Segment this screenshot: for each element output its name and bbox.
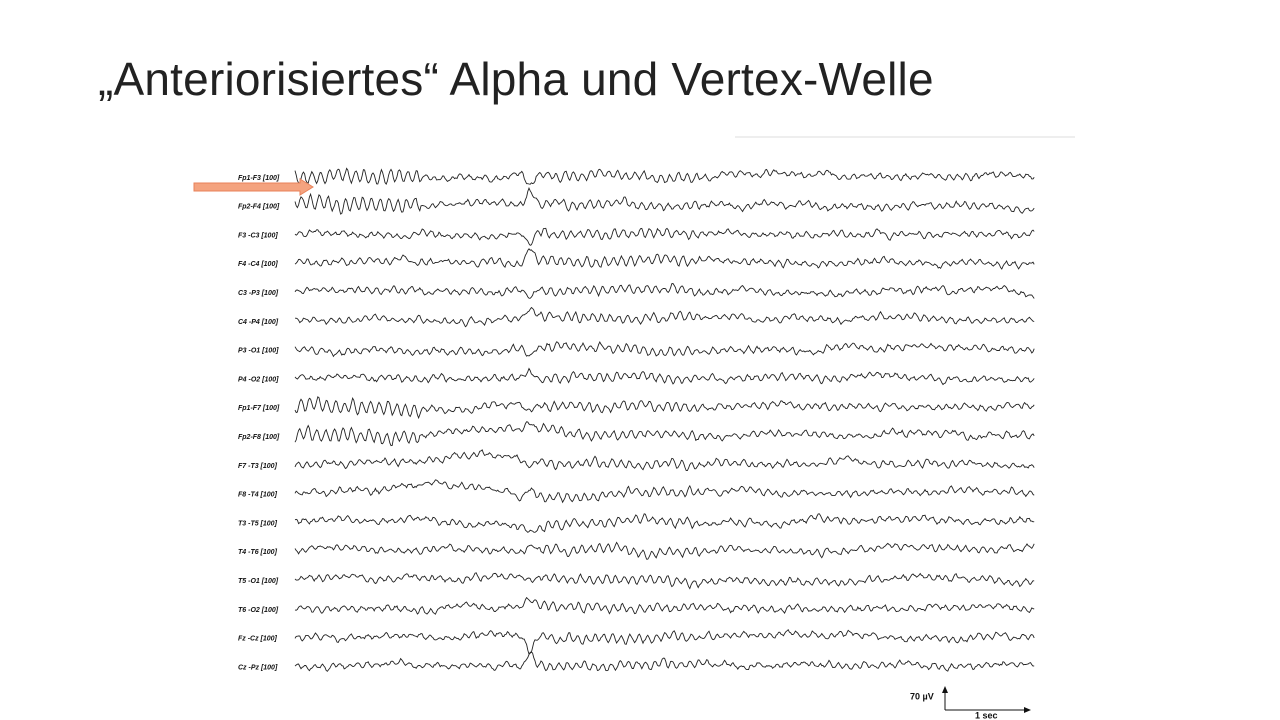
eeg-trace	[294, 187, 1035, 215]
channel-label: C4 -P4 [100]	[238, 319, 279, 326]
eeg-trace	[294, 572, 1035, 590]
channel-label: P4 -O2 [100]	[238, 376, 279, 383]
scale-amplitude: 70 µV	[910, 691, 934, 701]
eeg-trace	[294, 541, 1035, 560]
eeg-trace	[294, 248, 1035, 270]
channel-labels: Fp1-F3 [100] Fp2-F4 [100] F3 -C3 [100] F4 -…	[238, 175, 280, 672]
channel-label: Fp1-F3 [100]	[238, 175, 280, 182]
channel-label: F3 -C3 [100]	[238, 232, 278, 239]
channel-label: T6 -O2 [100]	[238, 607, 279, 614]
eeg-trace	[294, 227, 1035, 246]
channel-label: F4 -C4 [100]	[238, 261, 278, 268]
scale-arrowhead	[1024, 707, 1031, 713]
channel-label: Fp2-F8 [100]	[238, 434, 280, 441]
channel-label: C3 -P3 [100]	[238, 290, 279, 297]
scale-time: 1 sec	[975, 710, 998, 720]
channel-label: T3 -T5 [100]	[238, 520, 278, 527]
eeg-trace	[295, 306, 1035, 328]
channel-label: F7 -T3 [100]	[238, 463, 278, 470]
eeg-trace	[294, 596, 1035, 615]
eeg-trace	[294, 283, 1035, 299]
eeg-trace	[294, 651, 1035, 672]
scale-arrowhead	[942, 686, 948, 693]
channel-label: Fp2-F4 [100]	[238, 204, 280, 211]
arrow	[193, 178, 314, 196]
channel-label: Fz -Cz [100]	[238, 636, 278, 643]
channel-label: T5 -O1 [100]	[238, 578, 279, 585]
eeg-trace	[294, 396, 1035, 420]
channel-label: Cz -Pz [100]	[238, 664, 278, 671]
eeg-trace	[294, 449, 1035, 472]
eeg-traces	[294, 167, 1035, 672]
eeg-trace	[294, 513, 1035, 533]
eeg-trace	[294, 167, 1035, 186]
slide-title: „Anteriorisiertes“ Alpha und Vertex-Well…	[98, 53, 934, 105]
channel-label: P3 -O1 [100]	[238, 348, 279, 355]
eeg-trace	[294, 628, 1035, 655]
eeg-trace	[294, 479, 1035, 504]
channel-label: F8 -T4 [100]	[238, 492, 278, 499]
eeg-trace	[294, 421, 1035, 447]
eeg-trace	[294, 367, 1035, 386]
channel-label: Fp1-F7 [100]	[238, 405, 280, 412]
channel-label: T4 -T6 [100]	[238, 549, 278, 556]
eeg-trace	[294, 340, 1035, 358]
